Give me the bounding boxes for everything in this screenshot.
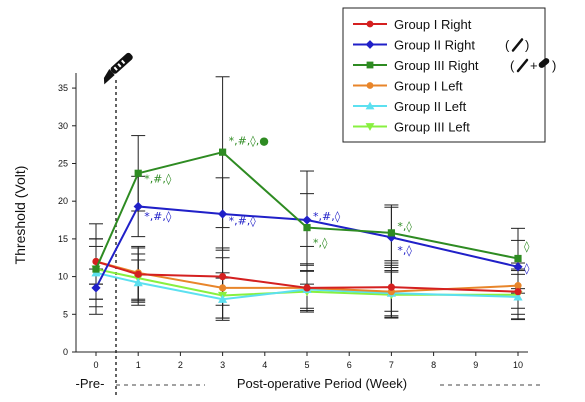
scalpel-icon (103, 52, 133, 85)
scalpel-mini-icon (511, 38, 524, 52)
x-tick-label: 7 (389, 360, 394, 370)
significance-label: *,◊ (397, 220, 412, 233)
x-tick-label: 3 (220, 360, 225, 370)
legend-swatch-marker (366, 61, 374, 69)
data-point (302, 215, 312, 225)
legend: Group I Right Group II Right Group III Rig… (342, 7, 556, 143)
data-point (134, 169, 142, 177)
paren-open: ( (510, 58, 515, 73)
series-line (95, 271, 519, 301)
pill-icon (538, 58, 550, 68)
x-tick-label: 8 (431, 360, 436, 370)
series-line (95, 151, 519, 270)
legend-label: Group II Right (394, 38, 475, 53)
paren-close: ) (552, 58, 556, 73)
data-point (219, 148, 227, 156)
legend-label: Group III Right (394, 58, 479, 73)
axes: 0 5 10 15 20 25 30 35 0 1 2 3 4 5 6 7 8 9 10 (58, 73, 540, 396)
scalpel-plus-drug-icon: ( (510, 58, 529, 73)
x-tick-label: 6 (347, 360, 352, 370)
paren-open: ( (505, 38, 510, 53)
y-tick-label: 0 (63, 347, 68, 357)
paren-close: ) (525, 38, 529, 53)
data-point (387, 283, 395, 291)
significance-label: *,#,◊ (313, 210, 341, 223)
data-point (387, 229, 395, 237)
legend-swatch-marker (366, 20, 374, 28)
x-tick-label: 0 (93, 360, 98, 370)
x-tick-label: 1 (136, 360, 141, 370)
y-tick-label: 30 (58, 121, 68, 131)
y-tick-label: 25 (58, 158, 68, 168)
x-tick-label: 10 (513, 360, 523, 370)
x-axis-title: Post-operative Period (Week) (237, 376, 407, 391)
series-line (95, 260, 519, 293)
y-tick-label: 35 (58, 83, 68, 93)
data-point (514, 288, 522, 296)
x-tick-label: 2 (178, 360, 183, 370)
data-point (219, 284, 227, 292)
significance-label: *,#,◊ (144, 210, 172, 223)
data-point (91, 283, 101, 293)
data-point (133, 201, 143, 212)
data-point (303, 284, 311, 292)
x-tick-label: 4 (262, 360, 267, 370)
pre-period-label: -Pre- (76, 376, 105, 391)
legend-label: Group II Left (394, 99, 467, 114)
legend-swatch-marker (366, 82, 374, 89)
data-point (513, 292, 523, 301)
y-tick-label: 10 (58, 272, 68, 282)
data-point (514, 282, 522, 290)
x-tick-label: 5 (304, 360, 309, 370)
data-point (218, 209, 228, 219)
data-point (218, 294, 228, 303)
data-point (514, 254, 522, 263)
y-tick-label: 5 (63, 309, 68, 319)
data-point (92, 265, 100, 273)
x-tick-label: 9 (473, 360, 478, 370)
data-point (133, 278, 143, 287)
significance-label: *,#,◊ (229, 215, 257, 228)
significance-label: ◊ (524, 240, 530, 253)
significance-label: *,◊ (397, 244, 412, 257)
scalpel-mini-icon (516, 58, 529, 73)
series-line (95, 205, 519, 289)
legend-swatch-marker (365, 101, 375, 110)
data-point (386, 232, 396, 242)
legend-swatch-marker (365, 123, 375, 131)
scalpel-treatment-icon: ( (505, 38, 524, 53)
significance-label: *,#,◊,● (229, 135, 269, 148)
plus-sign: + (530, 58, 538, 73)
legend-box (342, 7, 546, 143)
legend-swatch-marker (365, 40, 375, 49)
data-point (303, 223, 311, 232)
legend-label: Group I Left (394, 79, 463, 94)
data-point (513, 262, 523, 272)
significance-label: ◊ (524, 262, 530, 275)
y-axis-title: Threshold (Volt) (12, 166, 28, 265)
legend-label: Group I Right (394, 17, 472, 32)
significance-label: *,#,◊ (144, 172, 172, 185)
series-line (95, 260, 519, 293)
data-point (219, 272, 227, 281)
y-tick-label: 15 (58, 234, 68, 244)
significance-label: *,◊ (313, 236, 328, 249)
y-tick-label: 20 (58, 196, 68, 206)
data-point (134, 270, 142, 278)
chart-marks: *,#,◊ *,#,◊ *,#,◊,● *,#,◊ *,#,◊ *,◊ *,◊ *,◊ ◊ ◊ (89, 76, 530, 321)
legend-label: Group III Left (394, 120, 470, 135)
